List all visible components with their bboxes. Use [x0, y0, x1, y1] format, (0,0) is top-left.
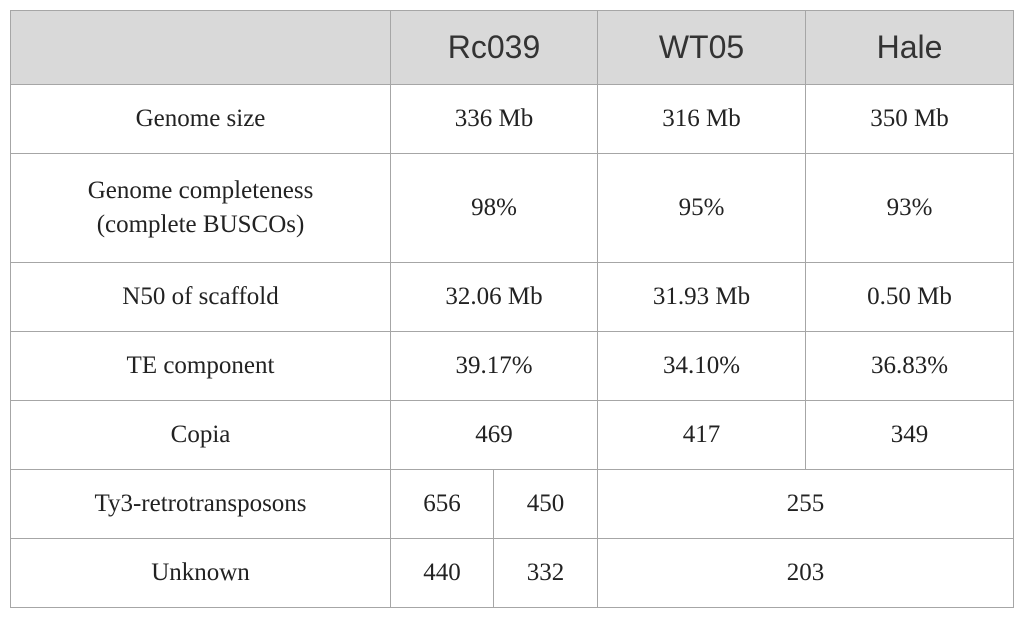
label-line: Unknown [151, 559, 250, 586]
label-line: Genome completeness [87, 177, 314, 204]
label-line: Copia [170, 421, 231, 448]
label-line: N50 of scaffold [122, 283, 279, 310]
row-label: TE component [10, 331, 391, 401]
cell: 316 Mb [597, 84, 806, 154]
cell: 255 [597, 469, 1014, 539]
row: Ty3-retrotransposons 656 450 255 [10, 469, 1014, 539]
row-label: Copia [10, 400, 391, 470]
cell: 39.17% [390, 331, 598, 401]
label-line: Ty3-retrotransposons [94, 490, 307, 517]
label-line: (complete BUSCOs) [96, 211, 305, 238]
column-header: Hale [805, 10, 1014, 85]
row: Genome size 336 Mb 316 Mb 350 Mb [10, 84, 1014, 154]
cell: 350 Mb [805, 84, 1014, 154]
corner-cell [10, 10, 391, 85]
row: TE component 39.17% 34.10% 36.83% [10, 331, 1014, 401]
cell: 336 Mb [390, 84, 598, 154]
cell: 95% [597, 153, 806, 263]
cell: 450 [493, 469, 598, 539]
cell: 203 [597, 538, 1014, 608]
cell: 349 [805, 400, 1014, 470]
cell: 656 [390, 469, 494, 539]
label-line: TE component [126, 352, 275, 379]
row-label: Unknown [10, 538, 391, 608]
row: Genome completeness (complete BUSCOs) 98%… [10, 153, 1014, 263]
row: N50 of scaffold 32.06 Mb 31.93 Mb 0.50 M… [10, 262, 1014, 332]
cell: 32.06 Mb [390, 262, 598, 332]
row-label: N50 of scaffold [10, 262, 391, 332]
cell: 332 [493, 538, 598, 608]
cell: 98% [390, 153, 598, 263]
row-label: Genome size [10, 84, 391, 154]
cell: 31.93 Mb [597, 262, 806, 332]
label-line: Genome size [135, 105, 266, 132]
cell: 469 [390, 400, 598, 470]
cell: 0.50 Mb [805, 262, 1014, 332]
row-label: Genome completeness (complete BUSCOs) [10, 153, 391, 263]
cell: 34.10% [597, 331, 806, 401]
cell: 93% [805, 153, 1014, 263]
row-label: Ty3-retrotransposons [10, 469, 391, 539]
header-row: Rc039 WT05 Hale [10, 10, 1014, 85]
column-header: WT05 [597, 10, 806, 85]
cell: 417 [597, 400, 806, 470]
row: Unknown 440 332 203 [10, 538, 1014, 608]
cell: 440 [390, 538, 494, 608]
data-table: Rc039 WT05 Hale Genome size 336 Mb 316 M… [10, 10, 1014, 608]
cell: 36.83% [805, 331, 1014, 401]
column-header: Rc039 [390, 10, 598, 85]
row: Copia 469 417 349 [10, 400, 1014, 470]
